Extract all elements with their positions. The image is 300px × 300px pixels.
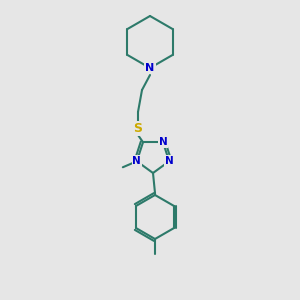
Text: N: N (159, 137, 167, 147)
Text: S: S (134, 122, 142, 134)
Text: N: N (133, 156, 141, 166)
Text: N: N (146, 63, 154, 73)
Text: N: N (165, 156, 173, 166)
